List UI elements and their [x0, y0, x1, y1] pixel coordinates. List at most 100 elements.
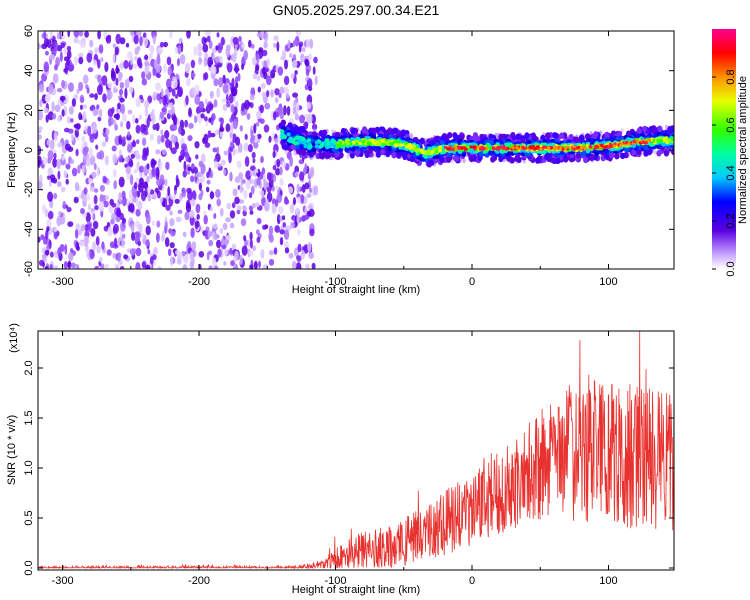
- noise-speckle: [206, 187, 209, 193]
- noise-speckle: [80, 208, 85, 214]
- noise-speckle: [171, 106, 175, 115]
- noise-speckle: [170, 195, 176, 200]
- noise-speckle: [270, 89, 274, 97]
- noise-speckle: [275, 186, 278, 191]
- noise-speckle: [110, 219, 115, 225]
- signal-band-cell: [280, 129, 284, 133]
- noise-speckle: [204, 57, 207, 67]
- signal-band-cell: [566, 145, 570, 148]
- noise-speckle: [123, 62, 129, 67]
- signal-band-cell: [407, 144, 411, 148]
- signal-band-cell: [427, 149, 431, 153]
- noise-speckle: [250, 210, 254, 214]
- noise-speckle: [134, 35, 139, 45]
- noise-speckle: [199, 161, 203, 168]
- noise-speckle: [184, 161, 187, 171]
- noise-speckle: [144, 60, 149, 66]
- noise-speckle: [178, 45, 182, 55]
- x-tick-label: 0: [469, 575, 475, 587]
- noise-speckle: [306, 102, 311, 110]
- signal-band-cell: [460, 147, 464, 150]
- noise-speckle: [132, 141, 136, 148]
- band-halo: [410, 133, 413, 138]
- noise-speckle: [279, 167, 282, 176]
- noise-speckle: [248, 40, 252, 48]
- noise-speckle: [176, 175, 179, 184]
- noise-speckle: [230, 210, 235, 218]
- noise-speckle: [221, 160, 226, 166]
- noise-speckle: [174, 185, 177, 190]
- noise-speckle: [297, 229, 301, 236]
- noise-speckle: [111, 107, 114, 113]
- noise-speckle: [93, 60, 97, 66]
- noise-speckle: [93, 221, 98, 229]
- noise-speckle: [232, 244, 236, 250]
- signal-band-cell: [446, 157, 451, 163]
- noise-speckle: [59, 217, 65, 225]
- noise-speckle: [282, 222, 286, 228]
- noise-speckle: [105, 155, 109, 165]
- noise-speckle: [107, 90, 113, 99]
- noise-speckle: [130, 174, 133, 185]
- noise-speckle: [250, 94, 255, 100]
- noise-speckle: [88, 67, 93, 72]
- noise-speckle: [153, 124, 157, 130]
- noise-speckle: [223, 261, 226, 266]
- noise-speckle: [178, 210, 183, 214]
- y-tick-label: 1.5: [23, 410, 35, 425]
- noise-speckle: [260, 249, 264, 259]
- noise-speckle: [135, 118, 139, 124]
- noise-speckle: [241, 103, 244, 112]
- noise-speckle: [94, 205, 99, 210]
- noise-speckle: [99, 202, 105, 212]
- noise-speckle: [213, 148, 218, 153]
- noise-speckle: [68, 82, 74, 92]
- noise-speckle: [242, 245, 248, 255]
- noise-speckle: [194, 141, 199, 148]
- noise-speckle: [120, 155, 123, 162]
- noise-speckle: [210, 191, 215, 199]
- noise-speckle: [50, 264, 53, 269]
- noise-speckle: [126, 166, 131, 174]
- signal-band-cell: [642, 141, 646, 144]
- signal-band-cell: [600, 144, 604, 147]
- noise-speckle: [275, 199, 278, 207]
- noise-speckle: [131, 223, 135, 232]
- snr-y-label: SNR (10 * v/v): [6, 415, 18, 485]
- noise-speckle: [120, 121, 123, 128]
- noise-speckle: [295, 208, 298, 214]
- noise-speckle: [292, 92, 298, 97]
- noise-speckle: [274, 225, 280, 233]
- noise-speckle: [260, 105, 264, 114]
- noise-speckle: [76, 123, 81, 129]
- noise-speckle: [130, 28, 134, 37]
- noise-speckle: [108, 82, 113, 88]
- noise-speckle: [309, 39, 313, 49]
- colorbar-tick-label: 0.0: [725, 261, 737, 276]
- noise-speckle: [82, 165, 86, 174]
- noise-speckle: [196, 204, 201, 213]
- noise-speckle: [141, 191, 146, 202]
- figure: GN05.2025.297.00.34.E21 -300 -200 -100 0 100…: [0, 0, 750, 600]
- noise-speckle: [289, 156, 293, 167]
- noise-speckle: [302, 47, 305, 52]
- signal-band-cell: [614, 153, 619, 159]
- noise-speckle: [36, 134, 42, 140]
- noise-speckle: [64, 128, 70, 133]
- noise-speckle: [198, 57, 201, 65]
- x-tick-label: 0: [469, 276, 475, 288]
- noise-speckle: [226, 44, 231, 51]
- noise-speckle: [112, 146, 117, 152]
- noise-speckle: [152, 160, 157, 165]
- noise-speckle: [204, 72, 208, 80]
- noise-speckle: [91, 105, 96, 110]
- noise-speckle: [221, 238, 225, 245]
- colorbar-tick-label: 0.6: [725, 117, 737, 132]
- noise-speckle: [117, 252, 121, 261]
- signal-band-cell: [400, 131, 405, 137]
- noise-speckle: [262, 92, 267, 98]
- noise-speckle: [301, 215, 305, 222]
- noise-speckle: [191, 73, 195, 78]
- signal-band-cell: [308, 145, 312, 149]
- noise-speckle: [299, 115, 305, 124]
